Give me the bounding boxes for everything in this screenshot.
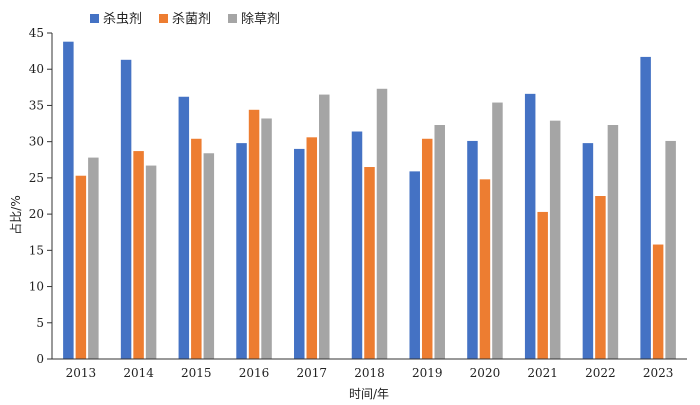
y-tick-label: 20 xyxy=(29,207,44,221)
x-tick-label: 2020 xyxy=(470,366,501,380)
bar-3-2020 xyxy=(492,102,503,360)
bar-3-2013 xyxy=(88,157,99,359)
bar-3-2019 xyxy=(434,125,445,359)
x-tick-label: 2013 xyxy=(66,366,97,380)
bar-2-2021 xyxy=(537,211,548,359)
y-tick-label: 0 xyxy=(36,352,44,366)
x-tick-label: 2021 xyxy=(527,366,558,380)
bar-3-2014 xyxy=(145,165,157,359)
bar-2-2013 xyxy=(75,175,87,359)
x-tick-label: 2015 xyxy=(181,366,212,380)
bar-2-2019 xyxy=(421,138,433,359)
x-tick-label: 2019 xyxy=(412,366,443,380)
bar-2-2017 xyxy=(306,137,318,359)
bar-1-2018 xyxy=(351,131,363,359)
legend-label: 杀虫剂 xyxy=(103,12,142,27)
bar-1-2013 xyxy=(63,41,74,359)
bar-3-2015 xyxy=(203,153,215,359)
x-tick-label: 2016 xyxy=(239,366,270,380)
bar-3-2022 xyxy=(607,125,619,359)
y-tick-label: 10 xyxy=(29,280,44,294)
bar-3-2017 xyxy=(319,94,330,359)
y-tick-label: 45 xyxy=(29,26,44,40)
bar-2-2020 xyxy=(479,179,491,359)
x-tick-label: 2022 xyxy=(585,366,616,380)
x-tick-label: 2018 xyxy=(354,366,385,380)
y-tick-label: 25 xyxy=(29,171,44,185)
bar-1-2016 xyxy=(236,143,247,359)
bar-3-2018 xyxy=(376,88,388,359)
legend: 杀虫剂 杀菌剂 除草剂 xyxy=(90,12,280,27)
y-axis: 0 5 10 15 20 25 30 35 40 45 xyxy=(29,26,53,366)
bar-3-2021 xyxy=(549,120,561,359)
legend-label: 杀菌剂 xyxy=(172,12,211,27)
bar-1-2020 xyxy=(467,140,478,359)
legend-swatch xyxy=(90,14,99,23)
bar-1-2014 xyxy=(120,59,132,360)
x-axis: 2013 2014 2015 2016 2017 2018 2019 2020 2021 2022… xyxy=(52,358,687,380)
bar-2-2018 xyxy=(364,167,375,359)
bar-1-2017 xyxy=(294,148,305,359)
y-tick-label: 40 xyxy=(29,62,44,76)
y-tick-label: 30 xyxy=(29,135,44,149)
x-axis-title: 时间/年 xyxy=(349,387,389,401)
x-tick-label: 2023 xyxy=(643,366,674,380)
y-axis-title: 占比/% xyxy=(8,195,23,234)
legend-swatch xyxy=(159,14,168,23)
y-tick-label: 35 xyxy=(29,98,44,112)
bar-1-2023 xyxy=(640,56,651,359)
bar-2-2016 xyxy=(248,109,260,359)
legend-swatch xyxy=(228,14,237,23)
y-tick-label: 15 xyxy=(29,243,44,257)
bar-1-2019 xyxy=(409,171,420,359)
y-tick-label: 5 xyxy=(36,316,44,330)
bar-2-2015 xyxy=(191,138,202,359)
x-tick-label: 2017 xyxy=(296,366,327,380)
x-tick-label: 2014 xyxy=(123,366,154,380)
bars xyxy=(63,41,676,360)
bar-3-2016 xyxy=(261,118,272,359)
bar-2-2023 xyxy=(652,244,664,359)
bar-1-2022 xyxy=(582,143,594,359)
bar-2-2014 xyxy=(133,151,144,359)
bar-3-2023 xyxy=(665,140,676,359)
bar-2-2022 xyxy=(595,196,606,359)
bar-1-2021 xyxy=(524,93,536,359)
legend-label: 除草剂 xyxy=(241,12,280,27)
bar-1-2015 xyxy=(178,96,190,359)
